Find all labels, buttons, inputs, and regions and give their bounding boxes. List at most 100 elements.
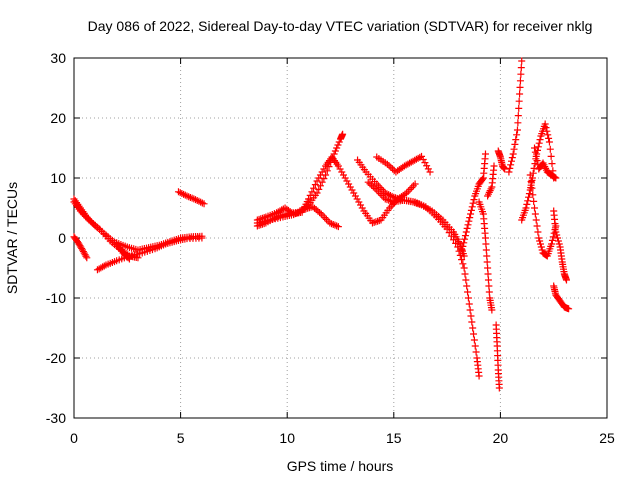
data-point	[339, 171, 347, 179]
data-point	[460, 239, 468, 247]
data-point	[197, 198, 205, 206]
data-point	[461, 270, 469, 278]
data-point	[495, 384, 503, 392]
data-point	[452, 239, 460, 247]
data-point	[81, 251, 89, 259]
data-point	[387, 163, 395, 171]
data-point	[353, 195, 361, 203]
data-point	[339, 130, 347, 138]
data-point	[79, 248, 87, 256]
data-point	[527, 178, 535, 186]
data-point	[554, 237, 562, 245]
data-point	[316, 182, 324, 190]
data-point	[449, 236, 457, 244]
data-point	[533, 157, 541, 165]
data-point	[389, 165, 397, 173]
data-point	[310, 184, 318, 192]
y-tick-label: 0	[58, 230, 66, 246]
data-point	[483, 258, 491, 266]
data-point	[528, 184, 536, 192]
data-point	[418, 152, 426, 160]
data-point	[357, 201, 365, 209]
data-point	[544, 131, 552, 139]
data-point	[334, 141, 342, 149]
data-point	[535, 139, 543, 147]
data-point	[522, 204, 530, 212]
data-point	[366, 180, 374, 188]
data-point	[447, 232, 455, 240]
data-point	[409, 182, 417, 190]
data-point	[464, 288, 472, 296]
data-point	[525, 193, 533, 201]
x-tick-label: 25	[599, 430, 615, 446]
data-point	[200, 200, 208, 208]
data-point	[333, 144, 341, 152]
y-tick-label: -10	[46, 290, 66, 306]
data-point	[488, 306, 496, 314]
data-point	[531, 210, 539, 218]
data-point	[445, 229, 453, 237]
y-tick-label: 10	[50, 170, 66, 186]
x-tick-labels: 0 5 10 15 20 25	[70, 430, 615, 446]
y-axis-label: SDTVAR / TECUs	[4, 182, 20, 294]
data-point	[333, 222, 341, 230]
data-point	[537, 243, 545, 251]
data-point	[368, 181, 376, 189]
data-point	[369, 183, 377, 191]
data-point	[315, 185, 323, 193]
data-point	[532, 216, 540, 224]
data-point	[506, 164, 514, 172]
data-point	[423, 162, 431, 170]
y-tick-label: -20	[46, 350, 66, 366]
data-point	[510, 145, 518, 153]
data-point	[421, 159, 429, 167]
data-point	[513, 131, 521, 139]
data-point	[190, 195, 198, 203]
data-point	[465, 300, 473, 308]
data-point	[181, 191, 189, 199]
data-point	[198, 232, 206, 240]
data-point	[458, 256, 466, 264]
data-point	[329, 220, 337, 228]
data-point	[331, 221, 339, 229]
grid-lines	[74, 58, 607, 418]
data-point	[518, 57, 526, 65]
data-point	[323, 167, 331, 175]
data-point	[174, 188, 182, 196]
data-point	[308, 188, 316, 196]
data-point	[180, 190, 188, 198]
data-point	[319, 212, 327, 220]
data-point	[531, 204, 539, 212]
data-point	[516, 77, 524, 85]
data-point	[532, 152, 540, 160]
data-point	[186, 193, 194, 201]
data-point	[195, 197, 203, 205]
data-point	[459, 260, 467, 268]
data-point	[318, 178, 326, 186]
data-point	[507, 161, 515, 169]
data-point	[343, 177, 351, 185]
data-point	[545, 134, 553, 142]
data-point	[311, 181, 319, 189]
data-point	[553, 231, 561, 239]
data-point	[411, 180, 419, 188]
data-point	[456, 251, 464, 259]
data-point	[512, 136, 520, 144]
data-point	[322, 215, 330, 223]
data-point	[355, 198, 363, 206]
data-point	[538, 246, 546, 254]
data-point	[490, 162, 498, 170]
data-point	[507, 157, 515, 165]
data-point	[305, 195, 313, 203]
data-point	[358, 204, 366, 212]
data-point	[383, 160, 391, 168]
data-point	[79, 246, 87, 254]
data-point	[348, 186, 356, 194]
data-point	[463, 224, 471, 232]
data-point	[484, 270, 492, 278]
data-point	[536, 237, 544, 245]
data-point	[534, 143, 542, 151]
data-point	[318, 168, 326, 176]
data-point	[426, 168, 434, 176]
